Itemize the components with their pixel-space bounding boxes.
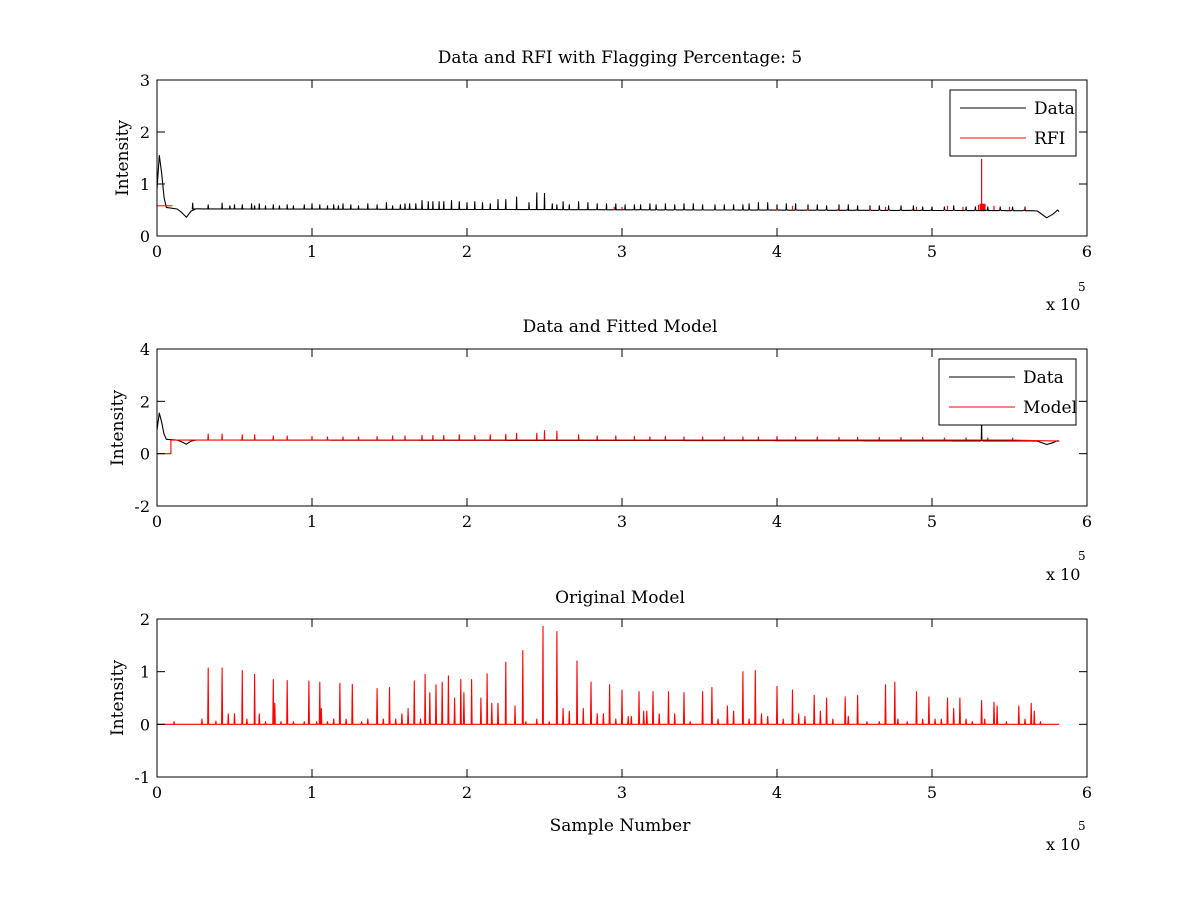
plot-area (156, 618, 1088, 778)
y-tick-label: -2 (134, 497, 150, 516)
x-tick-label: 1 (307, 783, 317, 802)
y-tick-label: 0 (140, 227, 150, 246)
legend-label: RFI (1034, 129, 1065, 149)
x-multiplier: x 10 5 (1046, 819, 1086, 854)
axes-background (157, 80, 1087, 236)
x-multiplier-exponent: 5 (1078, 549, 1086, 563)
x-tick-label: 3 (617, 512, 627, 531)
series-model-group (157, 430, 1060, 455)
x-tick-label: 5 (927, 512, 937, 531)
panel-data-rfi: Data and RFI with Flagging Percentage: 5… (113, 48, 1092, 314)
x-tick-label: 6 (1082, 783, 1092, 802)
legend-box (949, 89, 1077, 157)
plot-area (156, 348, 1088, 507)
x-tick-label: 4 (772, 512, 782, 531)
y-tick-label: 2 (140, 123, 150, 142)
x-tick-label: 4 (772, 242, 782, 261)
y-axis-label: Intensity (108, 660, 128, 736)
legend: Data RFI (949, 89, 1077, 157)
legend: Data Model (938, 358, 1077, 426)
y-tick-label: 0 (140, 715, 150, 734)
x-multiplier-exponent: 5 (1078, 819, 1086, 833)
x-multiplier: x 10 5 (1046, 280, 1086, 314)
y-tick-label: -1 (134, 768, 150, 787)
x-tick-label: 6 (1082, 512, 1092, 531)
x-tick-label: 5 (927, 242, 937, 261)
panel-title: Data and RFI with Flagging Percentage: 5 (438, 48, 802, 68)
series-data-group (156, 154, 1060, 219)
x-tick-label: 1 (307, 512, 317, 531)
legend-label: Data (1023, 368, 1064, 388)
x-tick-label: 5 (927, 783, 937, 802)
x-multiplier-base: x 10 (1046, 565, 1080, 584)
x-tick-label: 0 (152, 512, 162, 531)
panel-title: Data and Fitted Model (523, 317, 718, 337)
y-tick-label: 4 (140, 340, 150, 359)
legend-label: Data (1034, 99, 1075, 119)
x-axis-label: Sample Number (550, 816, 692, 836)
x-multiplier-exponent: 5 (1078, 280, 1086, 294)
x-multiplier: x 10 5 (1046, 549, 1086, 584)
y-tick-label: 3 (140, 71, 150, 90)
x-tick-label: 4 (772, 783, 782, 802)
x-tick-label: 2 (462, 512, 472, 531)
x-tick-label: 3 (617, 783, 627, 802)
y-tick-label: 1 (140, 663, 150, 682)
series-line-model (157, 430, 1060, 455)
plot-area (156, 79, 1088, 237)
legend-box (938, 358, 1077, 426)
x-tick-label: 2 (462, 242, 472, 261)
x-multiplier-base: x 10 (1046, 295, 1080, 314)
x-tick-label: 2 (462, 783, 472, 802)
y-axis-label: Intensity (108, 390, 128, 466)
series-rfi-group (157, 159, 1026, 210)
axes-background (157, 349, 1087, 506)
rfi-spike-base (979, 203, 986, 210)
x-tick-label: 1 (307, 242, 317, 261)
panel-title: Original Model (555, 588, 685, 608)
y-tick-label: 2 (140, 610, 150, 629)
y-axis-label: Intensity (113, 120, 133, 196)
x-tick-label: 0 (152, 783, 162, 802)
y-tick-label: 0 (140, 445, 150, 464)
x-tick-label: 0 (152, 242, 162, 261)
x-tick-label: 3 (617, 242, 627, 261)
panel-original-model: Original Model Intensity Sample Number x… (108, 588, 1092, 854)
series-model-group (157, 625, 1060, 725)
legend-label: Model (1023, 398, 1077, 418)
ticks: 0 1 2 3 4 5 6 0 1 2 3 (140, 71, 1092, 261)
y-tick-label: 1 (140, 175, 150, 194)
series-line-data (156, 154, 1060, 219)
series-line-original-model (157, 625, 1060, 725)
y-tick-label: 2 (140, 392, 150, 411)
x-tick-label: 6 (1082, 242, 1092, 261)
x-multiplier-base: x 10 (1046, 835, 1080, 854)
panel-data-model: Data and Fitted Model Intensity x 10 5 0… (108, 317, 1092, 584)
